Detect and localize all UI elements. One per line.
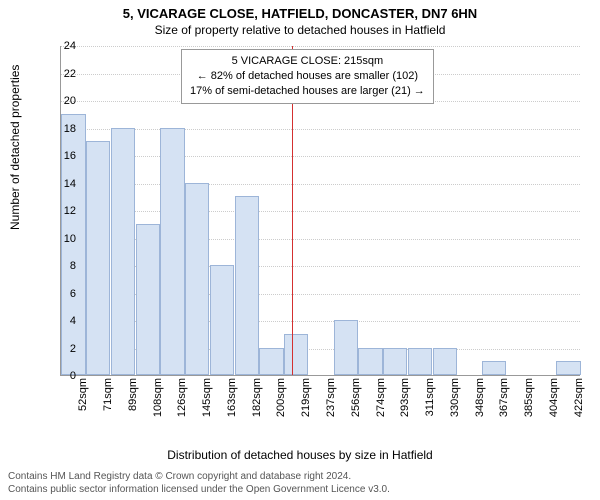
histogram-bar xyxy=(235,196,259,375)
gridline xyxy=(61,211,580,212)
info-box: 5 VICARAGE CLOSE: 215sqm← 82% of detache… xyxy=(181,49,434,104)
histogram-bar xyxy=(482,361,506,375)
y-tick-label: 10 xyxy=(50,233,76,245)
chart-title: 5, VICARAGE CLOSE, HATFIELD, DONCASTER, … xyxy=(0,0,600,21)
y-axis-label: Number of detached properties xyxy=(8,65,22,230)
histogram-bar xyxy=(86,141,110,375)
histogram-bar xyxy=(358,348,382,376)
gridline xyxy=(61,46,580,47)
histogram-bar xyxy=(185,183,209,376)
histogram-bar xyxy=(111,128,135,376)
y-tick-label: 18 xyxy=(50,123,76,135)
footer-line-2: Contains public sector information licen… xyxy=(8,484,390,497)
histogram-bar xyxy=(136,224,160,375)
histogram-bar xyxy=(334,320,358,375)
histogram-bar xyxy=(556,361,580,375)
footer-attribution: Contains HM Land Registry data © Crown c… xyxy=(8,471,390,496)
chart-container: 5, VICARAGE CLOSE, HATFIELD, DONCASTER, … xyxy=(0,0,600,500)
y-tick-label: 8 xyxy=(50,260,76,272)
info-line-2: ← 82% of detached houses are smaller (10… xyxy=(190,69,425,84)
y-tick-label: 16 xyxy=(50,150,76,162)
y-tick-label: 12 xyxy=(50,205,76,217)
chart-subtitle: Size of property relative to detached ho… xyxy=(0,21,600,37)
y-tick-label: 24 xyxy=(50,40,76,52)
y-tick-label: 22 xyxy=(50,68,76,80)
footer-line-1: Contains HM Land Registry data © Crown c… xyxy=(8,471,390,484)
histogram-bar xyxy=(259,348,283,376)
y-tick-label: 6 xyxy=(50,288,76,300)
plot-area: 5 VICARAGE CLOSE: 215sqm← 82% of detache… xyxy=(60,46,580,376)
y-tick-label: 0 xyxy=(50,370,76,382)
info-line-3: 17% of semi-detached houses are larger (… xyxy=(190,84,425,99)
histogram-bar xyxy=(433,348,457,376)
gridline xyxy=(61,129,580,130)
gridline xyxy=(61,184,580,185)
y-tick-label: 2 xyxy=(50,343,76,355)
histogram-bar xyxy=(284,334,308,375)
gridline xyxy=(61,156,580,157)
y-tick-label: 4 xyxy=(50,315,76,327)
y-tick-label: 20 xyxy=(50,95,76,107)
info-line-1: 5 VICARAGE CLOSE: 215sqm xyxy=(190,54,425,69)
histogram-bar xyxy=(210,265,234,375)
histogram-bar xyxy=(408,348,432,376)
x-axis-label: Distribution of detached houses by size … xyxy=(0,448,600,462)
histogram-bar xyxy=(383,348,407,376)
y-tick-label: 14 xyxy=(50,178,76,190)
histogram-bar xyxy=(160,128,184,376)
